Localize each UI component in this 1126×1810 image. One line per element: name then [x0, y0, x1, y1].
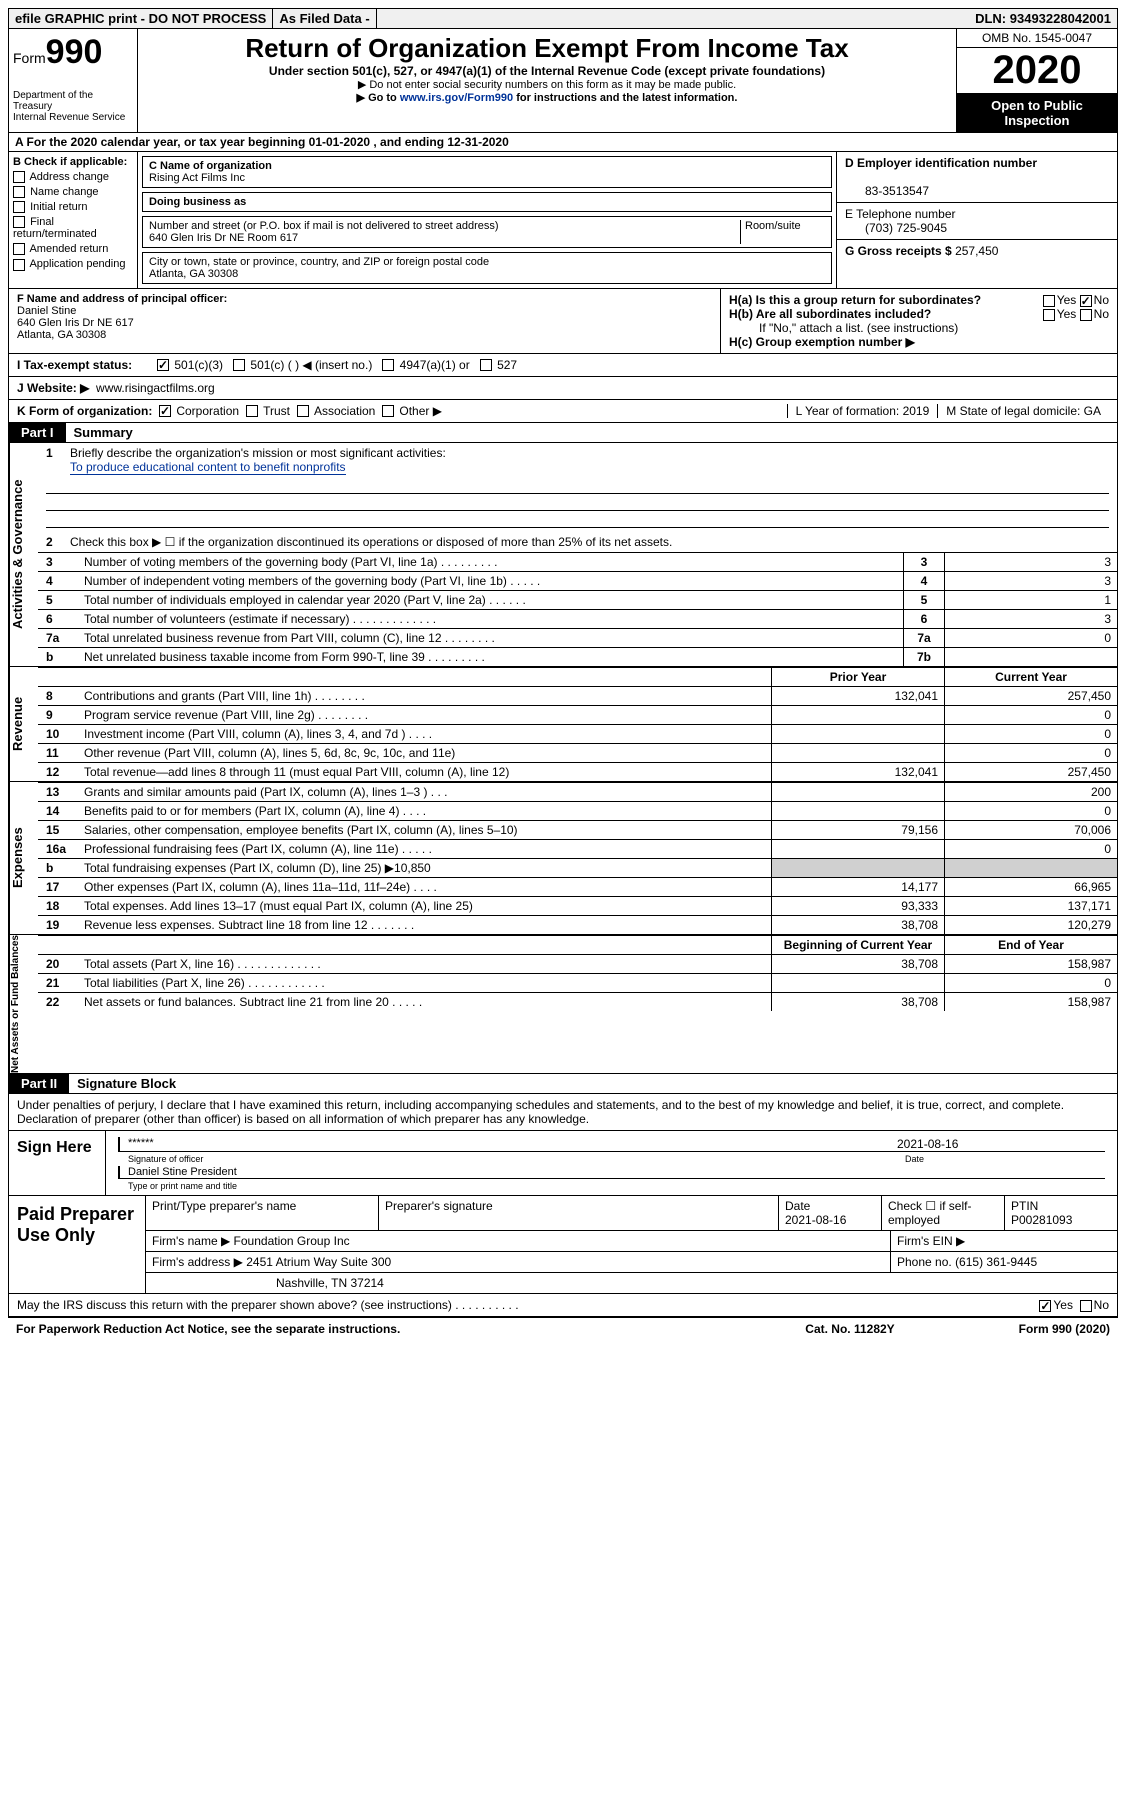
box-b: B Check if applicable: Address change Na…	[9, 152, 138, 288]
sign-here-label: Sign Here	[9, 1131, 106, 1195]
vtab-net: Net Assets or Fund Balances	[9, 935, 38, 1073]
footer: For Paperwork Reduction Act Notice, see …	[8, 1317, 1118, 1340]
box-h: H(a) Is this a group return for subordin…	[721, 289, 1117, 353]
form-title-block: Return of Organization Exempt From Incom…	[138, 29, 956, 132]
top-bar: efile GRAPHIC print - DO NOT PROCESS As …	[8, 8, 1118, 29]
tax-year: 2020	[957, 48, 1117, 94]
box-c: C Name of organization Rising Act Films …	[138, 152, 837, 288]
irs-link[interactable]: www.irs.gov/Form990	[400, 92, 513, 104]
box-d: D Employer identification number 83-3513…	[837, 152, 1117, 288]
summary-net: Beginning of Current YearEnd of Year 20T…	[38, 935, 1117, 1073]
box-f: F Name and address of principal officer:…	[9, 289, 721, 353]
row-a-taxyear: A For the 2020 calendar year, or tax yea…	[8, 133, 1118, 152]
header-right: OMB No. 1545-0047 2020 Open to Public In…	[956, 29, 1117, 132]
row-j: J Website: ▶ www.risingactfilms.org	[8, 377, 1118, 400]
dept-treasury: Department of the Treasury Internal Reve…	[13, 90, 133, 123]
form-title: Return of Organization Exempt From Incom…	[148, 33, 946, 64]
discuss-row: May the IRS discuss this return with the…	[8, 1294, 1118, 1317]
omb-number: OMB No. 1545-0047	[957, 29, 1117, 48]
paid-preparer-label: Paid Preparer Use Only	[9, 1196, 146, 1293]
row-i: I Tax-exempt status: 501(c)(3) 501(c) ( …	[8, 354, 1118, 377]
summary-revenue: Prior YearCurrent Year 8Contributions an…	[38, 667, 1117, 781]
summary-governance: 1Briefly describe the organization's mis…	[38, 443, 1117, 666]
as-filed: As Filed Data -	[273, 9, 376, 28]
row-k: K Form of organization: Corporation Trus…	[8, 400, 1118, 423]
part1-header: Part I Summary	[8, 423, 1118, 443]
dln: DLN: 93493228042001	[969, 9, 1117, 28]
vtab-revenue: Revenue	[9, 667, 38, 781]
paid-preparer-content: Print/Type preparer's name Preparer's si…	[146, 1196, 1117, 1293]
perjury-text: Under penalties of perjury, I declare th…	[9, 1094, 1117, 1130]
part2-header: Part II Signature Block	[8, 1074, 1118, 1094]
efile-notice: efile GRAPHIC print - DO NOT PROCESS	[9, 9, 273, 28]
open-public: Open to Public Inspection	[957, 94, 1117, 132]
summary-expenses: 13Grants and similar amounts paid (Part …	[38, 782, 1117, 934]
form-id-block: Form990 Department of the Treasury Inter…	[9, 29, 138, 132]
vtab-expenses: Expenses	[9, 782, 38, 934]
sign-content: ****** 2021-08-16 Signature of officer D…	[106, 1131, 1117, 1195]
vtab-governance: Activities & Governance	[9, 443, 38, 666]
